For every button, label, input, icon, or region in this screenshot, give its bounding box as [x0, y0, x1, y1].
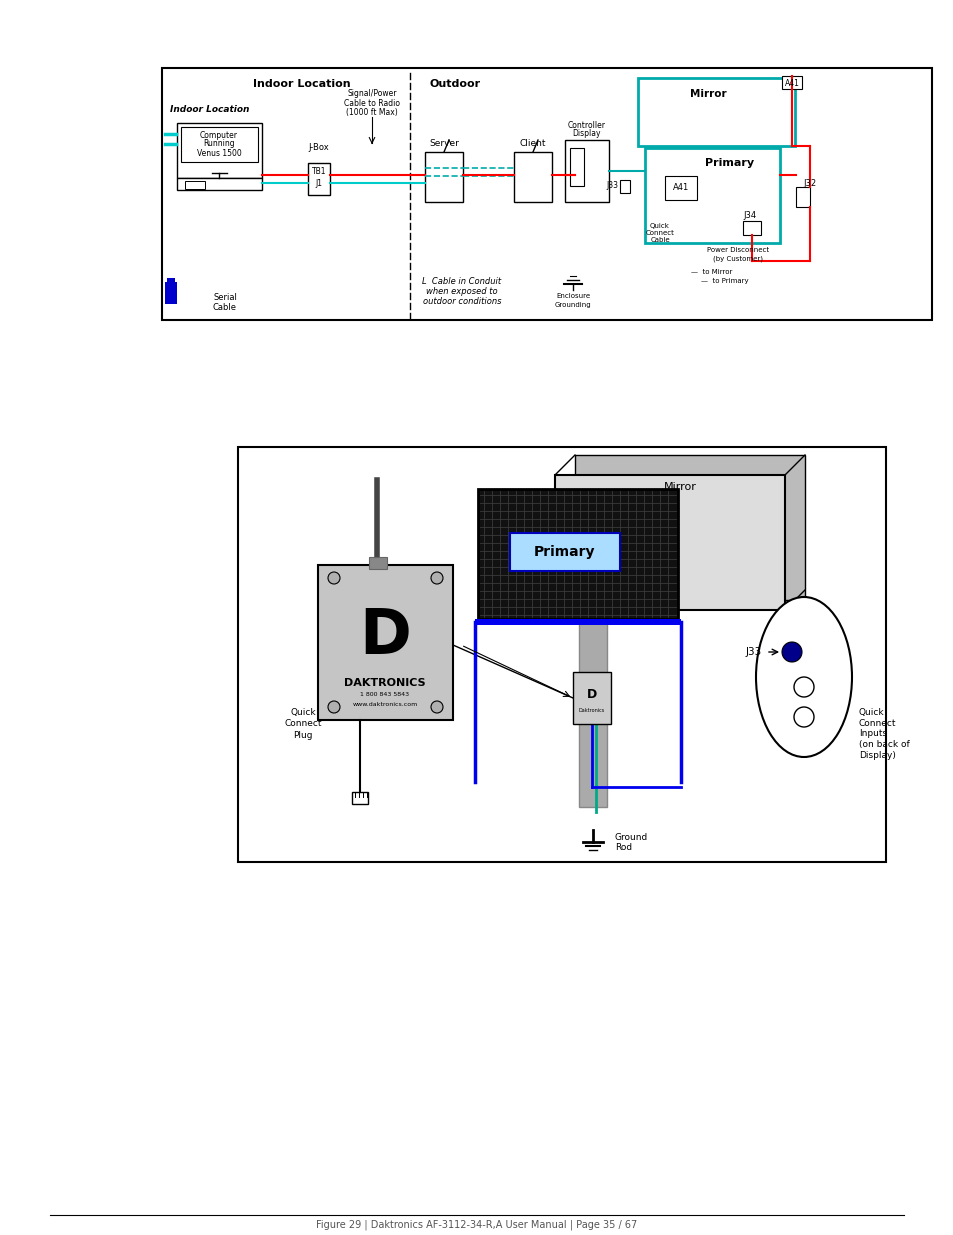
Text: J34: J34: [742, 211, 756, 221]
Text: Power Disconnect: Power Disconnect: [706, 247, 768, 253]
Text: D: D: [358, 606, 411, 667]
Text: Daktronics: Daktronics: [578, 708, 604, 713]
Text: Client: Client: [519, 140, 546, 148]
Bar: [781, 77, 801, 89]
Text: Computer: Computer: [200, 131, 237, 140]
Text: Cable to Radio: Cable to Radio: [344, 99, 399, 107]
Bar: [742, 221, 760, 235]
Bar: [664, 177, 697, 200]
Text: J33: J33: [745, 647, 761, 657]
Text: J1: J1: [315, 179, 322, 189]
Text: when exposed to: when exposed to: [426, 288, 497, 296]
Text: 1 800 843 5843: 1 800 843 5843: [360, 692, 409, 697]
Text: Server: Server: [429, 140, 458, 148]
Bar: [424, 152, 462, 203]
Circle shape: [793, 706, 813, 727]
Text: Serial: Serial: [213, 294, 236, 303]
Text: J32: J32: [802, 179, 815, 188]
Bar: [352, 792, 368, 804]
Bar: [573, 672, 610, 724]
Text: Ground: Ground: [615, 832, 648, 841]
Text: Inputs: Inputs: [858, 730, 886, 739]
Text: —  to Mirror: — to Mirror: [691, 269, 732, 275]
Text: Quick: Quick: [858, 708, 883, 716]
Text: Enclosure: Enclosure: [556, 293, 590, 299]
Text: Mirror: Mirror: [689, 89, 725, 99]
Text: Display: Display: [572, 128, 600, 137]
Ellipse shape: [755, 597, 851, 757]
Bar: [237, 447, 885, 862]
Circle shape: [328, 572, 339, 584]
Text: Connect: Connect: [858, 719, 896, 727]
Text: J33: J33: [605, 182, 618, 190]
Bar: [369, 557, 387, 569]
Text: Figure 29 | Daktronics AF-3112-34-R,A User Manual | Page 35 / 67: Figure 29 | Daktronics AF-3112-34-R,A Us…: [316, 1220, 637, 1230]
Text: Running: Running: [203, 140, 234, 148]
Text: D: D: [586, 688, 597, 700]
Circle shape: [793, 677, 813, 697]
Text: (by Customer): (by Customer): [712, 256, 762, 262]
Circle shape: [431, 701, 442, 713]
Text: J-Box: J-Box: [309, 143, 329, 152]
Text: Controller: Controller: [567, 121, 605, 131]
Bar: [510, 534, 619, 571]
Text: (1000 ft Max): (1000 ft Max): [346, 107, 397, 116]
Bar: [644, 148, 780, 243]
Bar: [177, 178, 262, 190]
Bar: [165, 282, 177, 304]
Text: —  to Primary: — to Primary: [700, 278, 748, 284]
Text: Signal/Power: Signal/Power: [347, 89, 396, 99]
Bar: [477, 489, 678, 619]
Text: Quick: Quick: [649, 224, 669, 228]
Bar: [177, 124, 262, 178]
Bar: [181, 127, 257, 162]
Text: (on back of: (on back of: [858, 741, 909, 750]
Text: outdoor conditions: outdoor conditions: [422, 298, 500, 306]
Circle shape: [781, 642, 801, 662]
Text: Outdoor: Outdoor: [429, 79, 480, 89]
Bar: [317, 564, 453, 720]
Bar: [167, 278, 174, 284]
Bar: [569, 148, 583, 186]
Circle shape: [328, 701, 339, 713]
Text: A41: A41: [672, 184, 688, 193]
Bar: [795, 186, 809, 207]
Circle shape: [431, 572, 442, 584]
Text: Venus 1500: Venus 1500: [196, 148, 241, 158]
Text: Quick: Quick: [290, 708, 315, 716]
Bar: [185, 182, 205, 189]
Text: Indoor Location: Indoor Location: [171, 105, 250, 115]
Bar: [308, 163, 330, 195]
Bar: [619, 180, 629, 193]
Text: Rod: Rod: [615, 842, 632, 851]
Text: Primary: Primary: [534, 545, 595, 559]
Text: www.daktronics.com: www.daktronics.com: [352, 701, 417, 706]
Bar: [555, 475, 784, 610]
Text: Cable: Cable: [650, 237, 669, 243]
Bar: [162, 68, 931, 320]
Bar: [475, 619, 680, 625]
Text: Mirror: Mirror: [663, 482, 696, 492]
Bar: [638, 78, 794, 146]
Bar: [564, 140, 608, 203]
Text: Primary: Primary: [704, 158, 754, 168]
Text: Grounding: Grounding: [554, 303, 591, 308]
Text: Connect: Connect: [645, 230, 674, 236]
Text: Cable: Cable: [213, 303, 236, 311]
Text: L  Cable in Conduit: L Cable in Conduit: [422, 278, 501, 287]
Text: Indoor Location: Indoor Location: [253, 79, 351, 89]
Text: Plug: Plug: [293, 731, 313, 741]
Bar: [575, 454, 804, 600]
Text: A41: A41: [783, 79, 799, 88]
Text: TB1: TB1: [312, 168, 326, 177]
Text: Display): Display): [858, 752, 895, 761]
Text: Connect: Connect: [284, 720, 321, 729]
Bar: [578, 622, 606, 806]
Bar: [514, 152, 552, 203]
Text: DAKTRONICS: DAKTRONICS: [344, 678, 425, 688]
